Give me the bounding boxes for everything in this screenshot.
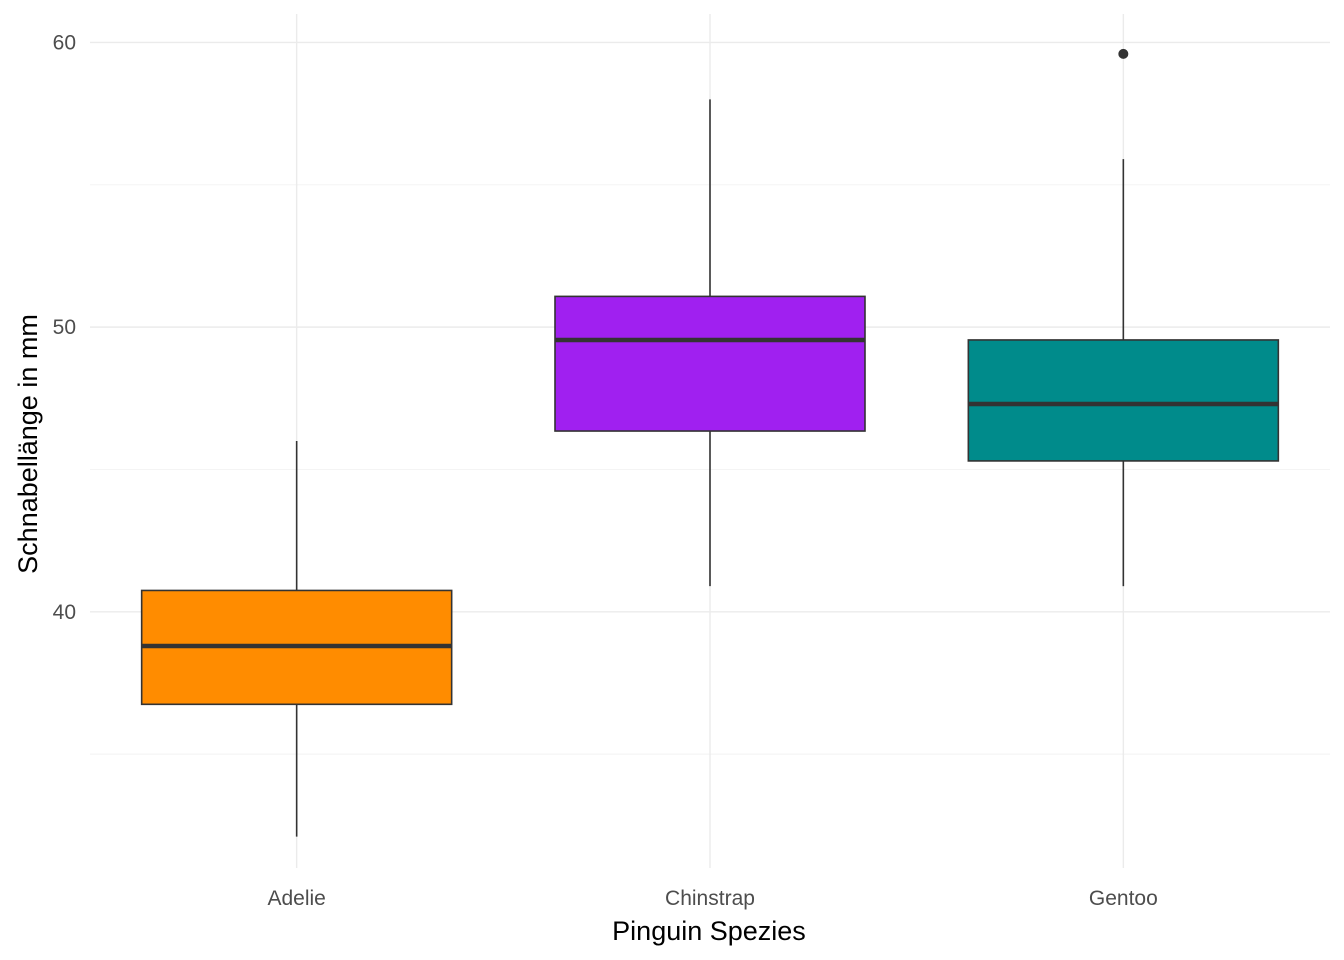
y-tick-label-40: 40 bbox=[53, 601, 76, 624]
x-tick-label-gentoo: Gentoo bbox=[1089, 887, 1158, 910]
outlier-point-gentoo-0 bbox=[1118, 48, 1129, 59]
y-tick-label-50: 50 bbox=[53, 316, 76, 339]
box-gentoo bbox=[967, 339, 1280, 462]
x-axis-title: Pinguin Spezies bbox=[612, 916, 806, 946]
box-chinstrap bbox=[554, 295, 866, 432]
x-tick-label-adelie: Adelie bbox=[267, 887, 325, 910]
y-tick-label-60: 60 bbox=[53, 31, 76, 54]
y-axis-title: Schnabellänge in mm bbox=[13, 314, 43, 574]
x-tick-label-chinstrap: Chinstrap bbox=[665, 887, 755, 910]
label-layer: 40 50 60 Adelie Chinstrap Gentoo bbox=[53, 31, 1158, 910]
box-layer bbox=[140, 48, 1280, 837]
